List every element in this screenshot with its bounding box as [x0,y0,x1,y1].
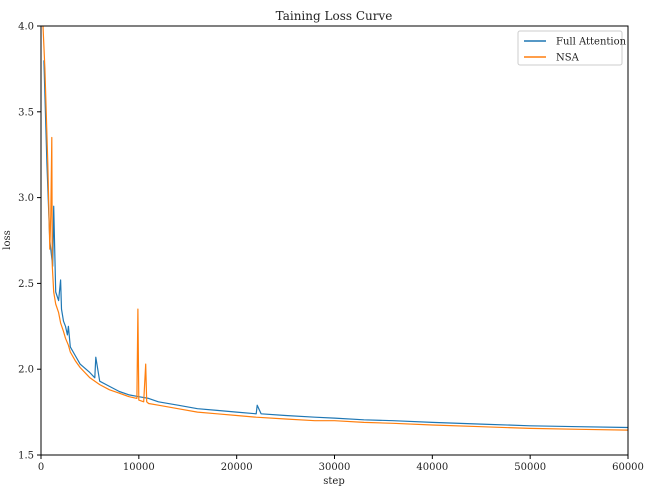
series-line-nsa [42,26,628,431]
y-axis: 1.5 2.0 2.5 3.0 3.5 4.0 [18,22,41,462]
legend: Full Attention NSA [517,30,627,66]
x-tick-label: 0 [38,462,44,473]
plot-frame [40,25,629,456]
y-tick-label: 3.0 [18,193,34,204]
x-tick-label: 20000 [221,462,253,473]
y-tick-label: 2.5 [18,279,34,290]
series-line-full-attention [43,60,628,429]
x-tick-label: 50000 [514,462,546,473]
y-tick-label: 3.5 [18,107,34,118]
y-tick-label: 4.0 [18,22,34,33]
legend-label: Full Attention [556,37,627,48]
x-axis-label: step [323,476,344,487]
plot-series [42,26,628,431]
x-axis: 0 10000 20000 30000 40000 50000 60000 [38,455,644,473]
legend-label: NSA [556,53,580,64]
y-tick-label: 1.5 [18,451,34,462]
chart-title: Taining Loss Curve [276,9,393,23]
y-axis-label: loss [2,230,13,249]
x-tick-label: 60000 [612,462,644,473]
x-tick-label: 30000 [319,462,351,473]
y-tick-label: 2.0 [18,365,34,376]
x-tick-label: 10000 [123,462,155,473]
x-tick-label: 40000 [416,462,448,473]
